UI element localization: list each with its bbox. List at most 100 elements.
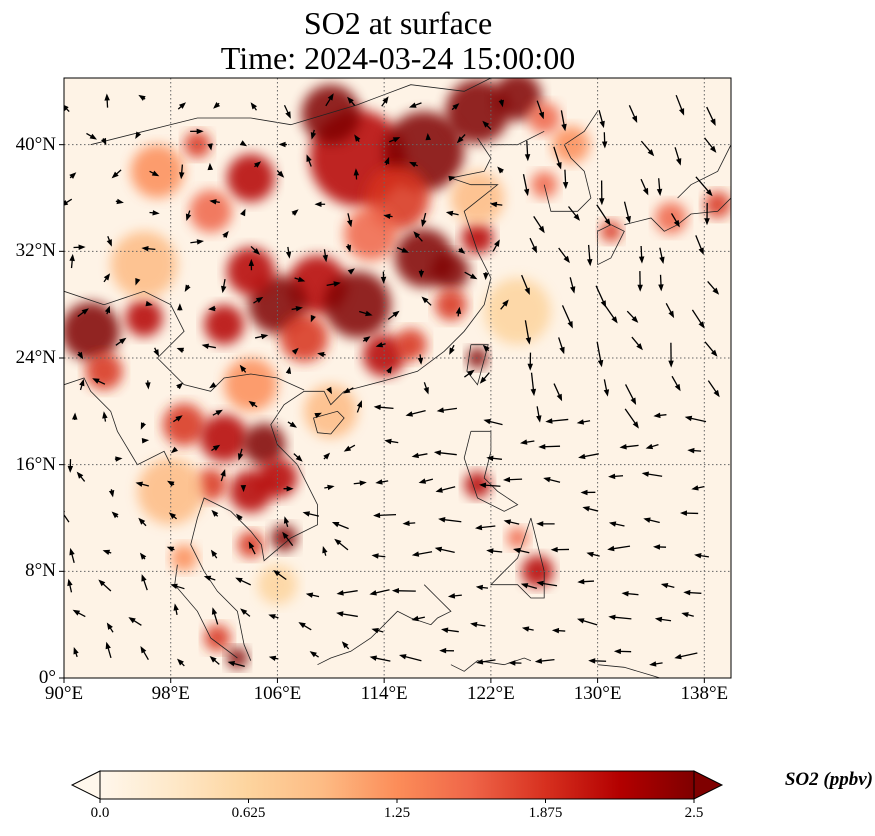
wind-vector-arrow bbox=[140, 422, 146, 430]
wind-vector-arrow bbox=[79, 378, 85, 391]
wind-vector-arrow bbox=[421, 296, 432, 306]
coastline-segment bbox=[64, 377, 172, 466]
wind-vector-arrow bbox=[658, 274, 664, 292]
wind-vector-arrow bbox=[534, 658, 555, 664]
wind-vector-arrow bbox=[341, 641, 350, 650]
wind-vector-arrow bbox=[500, 299, 509, 310]
wind-vector-arrow bbox=[310, 314, 316, 323]
wind-vector-arrow bbox=[67, 459, 74, 473]
wind-vector-arrow bbox=[69, 253, 75, 269]
wind-vector-arrow bbox=[653, 412, 667, 419]
wind-vector-arrow bbox=[521, 274, 530, 295]
lon-tick-label: 90°E bbox=[44, 683, 84, 704]
wind-vector-arrow bbox=[497, 166, 504, 174]
so2-concentration-patch bbox=[445, 79, 510, 144]
wind-vector-arrow bbox=[167, 480, 175, 487]
wind-vector-arrow bbox=[325, 93, 334, 107]
wind-vector-arrow bbox=[139, 552, 147, 560]
wind-vector-arrow bbox=[209, 382, 217, 389]
wind-vector-arrow bbox=[475, 584, 489, 591]
wind-vector-arrow bbox=[656, 178, 663, 196]
wind-vector-arrow bbox=[69, 172, 77, 179]
so2-concentration-patch bbox=[125, 299, 163, 337]
wind-vector-arrow bbox=[596, 204, 611, 226]
wind-vector-arrow bbox=[694, 553, 710, 559]
wind-vector-arrow bbox=[67, 578, 73, 593]
wind-vector-arrow bbox=[624, 408, 639, 429]
wind-vector-arrow bbox=[104, 93, 110, 108]
wind-vector-arrow bbox=[221, 279, 227, 294]
colorbar-tick-label: 1.25 bbox=[383, 805, 411, 821]
wind-vector-arrow bbox=[173, 415, 183, 423]
wind-vector-arrow bbox=[464, 369, 475, 378]
wind-vector-arrow bbox=[322, 546, 328, 556]
wind-vector-arrow bbox=[536, 521, 555, 527]
colorbar-label: SO2 (ppbv) bbox=[784, 769, 873, 790]
wind-vector-arrow bbox=[660, 583, 675, 589]
coastline-segment bbox=[174, 564, 238, 659]
wind-vector-arrow bbox=[293, 453, 303, 462]
wind-vector-arrow bbox=[668, 342, 674, 368]
wind-vector-arrow bbox=[106, 236, 112, 247]
wind-vector-arrow bbox=[285, 246, 292, 259]
coastline-segment bbox=[543, 111, 598, 212]
wind-vector-arrow bbox=[405, 410, 426, 417]
wind-vector-arrow bbox=[102, 411, 108, 422]
wind-vector-arrow bbox=[637, 271, 643, 292]
wind-vector-arrow bbox=[248, 258, 255, 271]
wind-vector-arrow bbox=[482, 120, 492, 130]
wind-vector-arrow bbox=[704, 137, 717, 153]
wind-vector-arrow bbox=[106, 622, 114, 633]
wind-vector-arrow bbox=[680, 510, 699, 516]
wind-vector-arrow bbox=[347, 213, 353, 228]
wind-vector-arrow bbox=[671, 375, 681, 392]
wind-vector-arrow bbox=[373, 404, 394, 410]
wind-vector-arrow bbox=[138, 517, 147, 527]
wind-vector-arrow bbox=[240, 485, 247, 493]
wind-vector-arrow bbox=[684, 415, 707, 423]
wind-vector-arrow bbox=[586, 551, 600, 558]
wind-vector-arrow bbox=[283, 516, 290, 527]
wind-vector-arrow bbox=[624, 384, 637, 405]
wind-vector-arrow bbox=[508, 660, 522, 666]
so2-concentration-patch bbox=[224, 358, 278, 412]
wind-vector-arrow bbox=[455, 306, 462, 317]
wind-vector-arrow bbox=[179, 164, 185, 180]
wind-vector-arrow bbox=[291, 209, 299, 216]
lat-tick-label: 8°N bbox=[25, 560, 56, 582]
wind-vector-arrow bbox=[470, 621, 486, 628]
wind-vector-arrow bbox=[464, 271, 478, 280]
wind-vector-arrow bbox=[166, 546, 175, 552]
wind-vector-arrow bbox=[527, 352, 533, 371]
wind-vector-arrow bbox=[248, 400, 258, 408]
wind-vector-arrow bbox=[521, 626, 534, 632]
wind-vector-arrow bbox=[681, 612, 694, 618]
wind-vector-arrow bbox=[707, 281, 720, 295]
so2-concentration-patch bbox=[257, 564, 298, 605]
wind-vector-arrow bbox=[250, 245, 260, 255]
wind-vector-arrow bbox=[659, 247, 665, 264]
wind-vector-arrow bbox=[254, 333, 269, 340]
wind-vector-arrow bbox=[706, 106, 716, 126]
wind-vector-arrow bbox=[240, 608, 251, 617]
wind-vector-arrow bbox=[441, 627, 459, 633]
coastline-segment bbox=[597, 664, 662, 678]
wind-vector-arrow bbox=[568, 206, 580, 221]
so2-concentration-patch bbox=[493, 78, 542, 121]
lat-tick-label: 16°N bbox=[15, 453, 56, 475]
wind-vector-arrow bbox=[409, 161, 418, 168]
wind-vector-arrow bbox=[530, 372, 537, 397]
wind-vector-arrow bbox=[543, 477, 561, 483]
wind-vector-arrow bbox=[201, 343, 216, 349]
wind-vector-arrow bbox=[92, 378, 106, 385]
wind-vector-arrow bbox=[623, 201, 631, 224]
wind-vector-arrow bbox=[596, 341, 604, 368]
wind-vector-arrow bbox=[675, 94, 685, 116]
colorbar-max-extend bbox=[693, 770, 724, 800]
wind-vector-arrow bbox=[248, 541, 256, 555]
wind-vector-arrow bbox=[306, 154, 312, 167]
wind-vector-arrow bbox=[560, 110, 567, 132]
wind-vector-arrow bbox=[538, 444, 561, 450]
coastline-segment bbox=[624, 171, 731, 232]
wind-vector-arrow bbox=[456, 134, 466, 144]
